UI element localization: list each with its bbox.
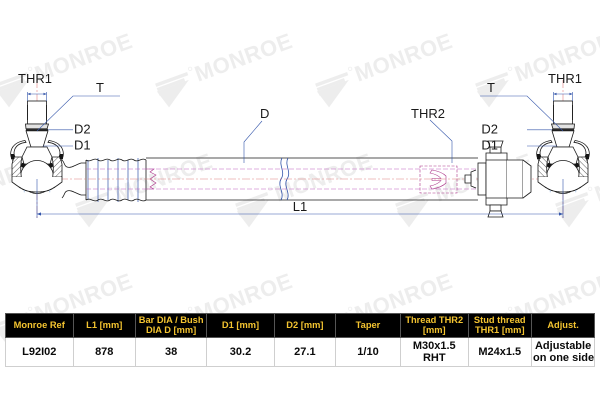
svg-text:THR1: THR1 [548,71,582,86]
svg-text:T: T [96,80,104,95]
svg-text:T: T [487,80,495,95]
svg-text:THR2: THR2 [411,106,445,121]
svg-text:D: D [260,106,269,121]
svg-text:D2: D2 [74,122,91,137]
svg-text:D1: D1 [74,138,91,153]
svg-text:D2: D2 [481,122,498,137]
svg-text:THR1: THR1 [18,71,52,86]
svg-text:D1: D1 [481,138,498,153]
svg-text:L1: L1 [293,199,307,214]
